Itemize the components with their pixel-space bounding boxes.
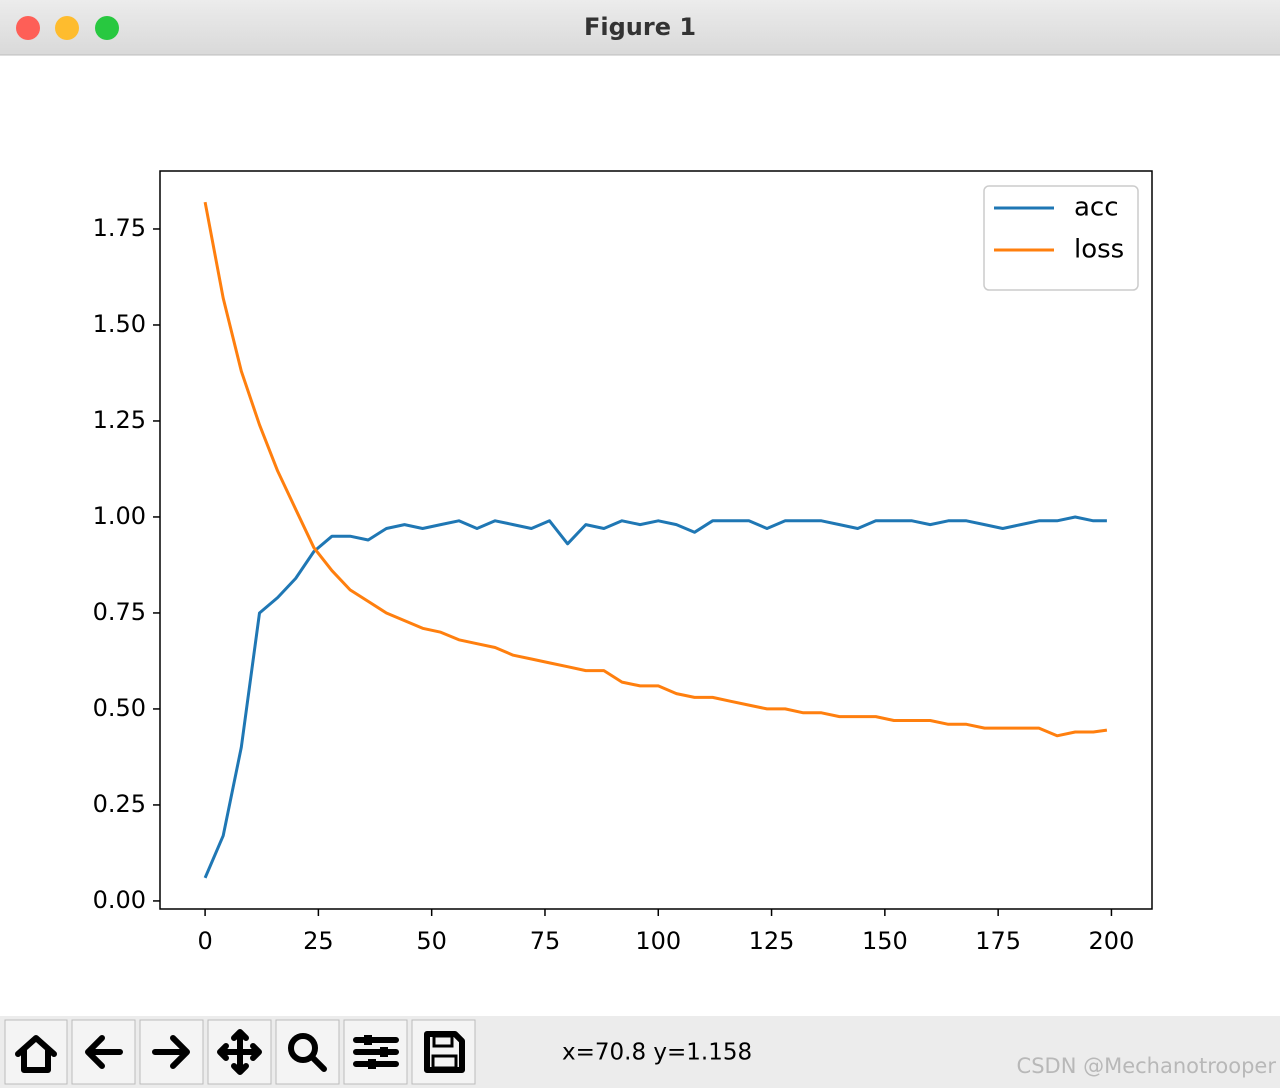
minimize-button[interactable] (55, 16, 79, 40)
home-button[interactable] (4, 1019, 68, 1085)
y-tick-label: 0.75 (93, 598, 146, 626)
plot: 0.00 0.25 0.50 0.75 1.00 1.25 1.50 1.75 0 25 50 75 1… (93, 170, 1153, 955)
window-title: Figure 1 (584, 13, 696, 41)
close-button[interactable] (16, 16, 40, 40)
save-button[interactable] (411, 1019, 476, 1085)
series-line (203, 201, 1108, 738)
x-tick-label: 25 (303, 927, 334, 955)
y-tick-label: 0.00 (93, 886, 146, 914)
configure-button[interactable] (343, 1019, 408, 1085)
forward-button[interactable] (139, 1019, 204, 1085)
watermark: CSDN @Mechanotrooper (1017, 1054, 1277, 1078)
x-tick-label: 75 (530, 927, 561, 955)
legend-box (983, 185, 1139, 291)
y-tick-label: 1.75 (93, 214, 146, 242)
pan-button[interactable] (207, 1019, 272, 1085)
y-tick-label: 1.50 (93, 310, 146, 338)
x-tick-label: 100 (635, 927, 681, 955)
title-bar (0, 0, 1280, 55)
x-tick-label: 200 (1089, 927, 1135, 955)
zoom-button[interactable] (95, 16, 119, 40)
y-tick-label: 0.25 (93, 790, 146, 818)
x-tick-label: 125 (749, 927, 795, 955)
y-tick-label: 0.50 (93, 694, 146, 722)
y-tick-label: 1.00 (93, 502, 146, 530)
legend-label: loss (1074, 235, 1124, 265)
x-tick-label: 0 (197, 927, 212, 955)
legend: acc loss (983, 185, 1139, 291)
toolbar-buttons (4, 1019, 476, 1085)
zoom-tool-button[interactable] (275, 1019, 340, 1085)
x-tick-label: 150 (862, 927, 908, 955)
back-button[interactable] (71, 1019, 136, 1085)
axes-frame (159, 170, 1153, 910)
y-tick-label: 1.25 (93, 406, 146, 434)
x-tick-label: 50 (416, 927, 447, 955)
x-tick-label: 175 (975, 927, 1021, 955)
status-text: x=70.8 y=1.158 (562, 1040, 752, 1066)
series-line (203, 515, 1107, 879)
legend-label: acc (1074, 193, 1119, 223)
